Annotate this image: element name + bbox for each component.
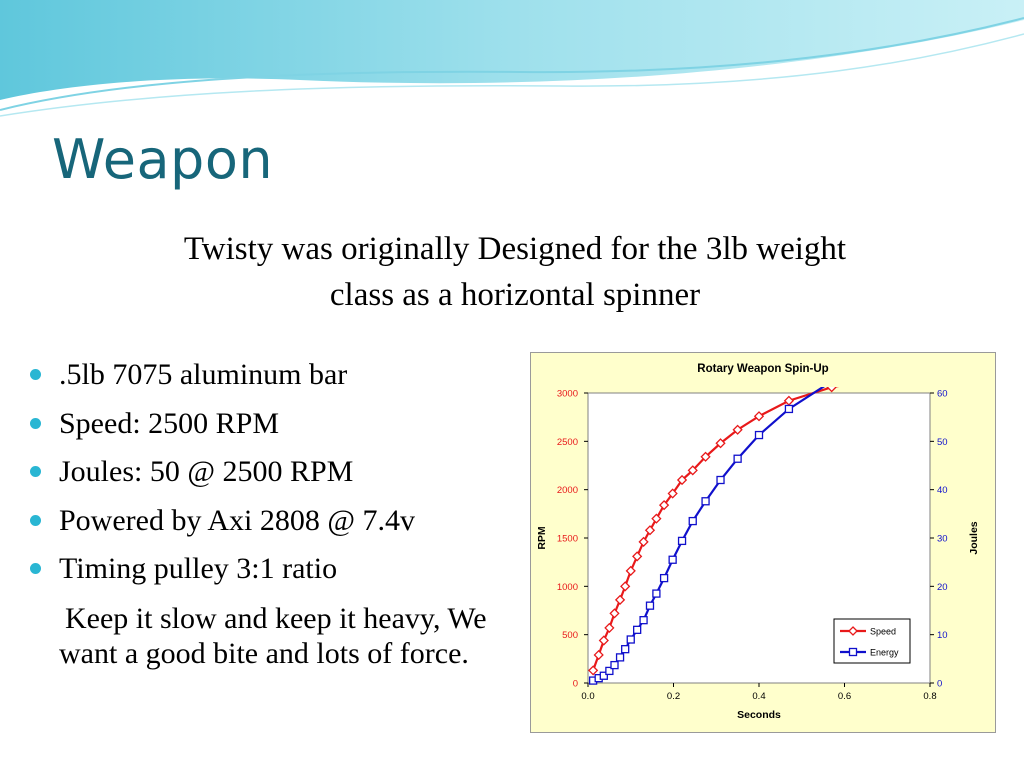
y-axis-label: RPM (536, 526, 548, 550)
speed-data-point (588, 665, 599, 676)
energy-data-point (754, 430, 764, 440)
legend-entry-label: Energy (870, 648, 899, 658)
speed-data-point (667, 488, 678, 499)
energy-data-point (659, 573, 669, 583)
speed-data-point (753, 411, 765, 422)
energy-data-point (784, 404, 794, 414)
speed-data-point (732, 424, 743, 435)
x-axis-label: Seconds (737, 709, 781, 721)
energy-data-point (599, 671, 608, 680)
legend-box (833, 618, 911, 664)
speed-data-point (715, 438, 726, 449)
x-tick-label: 0.0 (581, 691, 594, 702)
bullet-text: Joules: 50 @ 2500 RPM (59, 455, 354, 488)
chart-svg: Rotary Weapon Spin-Up0500100015002000250… (530, 352, 996, 733)
energy-data-point (716, 475, 725, 485)
energy-data-point (639, 616, 648, 625)
energy-data-point (688, 516, 697, 526)
energy-data-point (605, 666, 614, 676)
energy-data-point (615, 653, 625, 662)
y-tick-label: 2500 (557, 437, 578, 448)
y2-tick-label: 0 (937, 679, 942, 690)
bullet-text: Speed: 2500 RPM (59, 406, 280, 440)
bullet-dot-icon (30, 417, 41, 429)
speed-data-point (676, 474, 688, 486)
y-tick-label: 1500 (557, 534, 578, 545)
bullet-item: Timing pulley 3:1 ratio (30, 546, 510, 595)
bullet-text: Powered by Axi 2808 @ 7.4v (59, 503, 415, 537)
speed-data-point (658, 500, 670, 511)
y-tick-label: 1000 (557, 582, 578, 593)
speed-data-point (604, 622, 615, 634)
bullet-text: Timing pulley 3:1 ratio (59, 552, 338, 585)
energy-data-point (668, 555, 677, 564)
legend-marker (848, 626, 858, 636)
speed-data-point (687, 465, 698, 476)
legend-marker (848, 647, 858, 657)
subtitle-line-2: class as a horizontal spinner (329, 277, 701, 313)
speed-data-point (651, 513, 662, 524)
y2-tick-label: 50 (937, 437, 948, 448)
y-tick-label: 3000 (557, 389, 578, 400)
bullet-dot-icon (30, 466, 41, 477)
slide-subtitle: Twisty was originally Designed for the 3… (80, 226, 950, 318)
bullet-item: Joules: 50 @ 2500 RPM (30, 449, 510, 498)
speed-data-point (644, 525, 656, 536)
header-wave-decoration (0, 0, 1024, 117)
energy-data-point (701, 497, 710, 506)
y-tick-label: 2000 (557, 485, 578, 496)
energy-data-point (652, 589, 661, 598)
speed-data-point (700, 451, 711, 462)
bullet-text: .5lb 7075 aluminum bar (59, 358, 348, 391)
x-tick-label: 0.2 (667, 691, 680, 702)
y2-tick-label: 10 (937, 630, 948, 641)
energy-data-point (677, 536, 687, 546)
y2-tick-label: 60 (937, 389, 948, 400)
chart-title: Rotary Weapon Spin-Up (697, 363, 828, 375)
bullet-item: Powered by Axi 2808 @ 7.4v (30, 498, 510, 547)
y-tick-label: 500 (562, 630, 578, 641)
x-tick-label: 0.4 (752, 691, 765, 702)
speed-data-point (826, 387, 837, 393)
energy-data-point (633, 625, 642, 634)
legend-entry-label: Speed (870, 627, 896, 637)
y2-tick-label: 40 (937, 485, 948, 496)
bullet-dot-icon (30, 514, 41, 526)
bullet-item: .5lb 7075 aluminum bar (30, 352, 510, 401)
speed-data-point (609, 608, 620, 619)
x-tick-label: 0.8 (923, 691, 936, 702)
spin-up-chart: Rotary Weapon Spin-Up 0 500 1000 1500 2000 250… (530, 352, 996, 733)
energy-data-point (621, 645, 630, 654)
y2-axis-label: Joules (968, 521, 980, 554)
bullet-dot-icon (30, 563, 41, 574)
speed-data-point (638, 536, 649, 547)
subtitle-line-1: Twisty was originally Designed for the 3… (183, 231, 847, 267)
energy-data-point (626, 635, 635, 644)
y2-tick-label: 30 (937, 534, 948, 545)
note-paragraph: Keep it slow and keep it heavy, We want … (59, 602, 487, 670)
speed-data-point (625, 565, 636, 576)
x-tick-label: 0.6 (838, 691, 851, 702)
y-tick-label: 0 (573, 679, 578, 690)
series-group (588, 387, 840, 685)
speed-data-point (598, 635, 609, 646)
energy-data-point (645, 601, 655, 610)
slide-title: Weapon (52, 128, 274, 191)
speed-data-point (632, 551, 643, 562)
speed-data-point (593, 649, 604, 661)
y2-tick-label: 20 (937, 582, 948, 593)
bullet-list: .5lb 7075 aluminum bar Speed: 2500 RPM J… (30, 352, 510, 595)
energy-data-point (733, 454, 742, 463)
bullet-dot-icon (30, 369, 41, 380)
speed-data-point (614, 594, 626, 605)
energy-data-point (610, 660, 619, 670)
bullet-item: Speed: 2500 RPM (30, 401, 510, 450)
speed-data-point (620, 581, 631, 592)
